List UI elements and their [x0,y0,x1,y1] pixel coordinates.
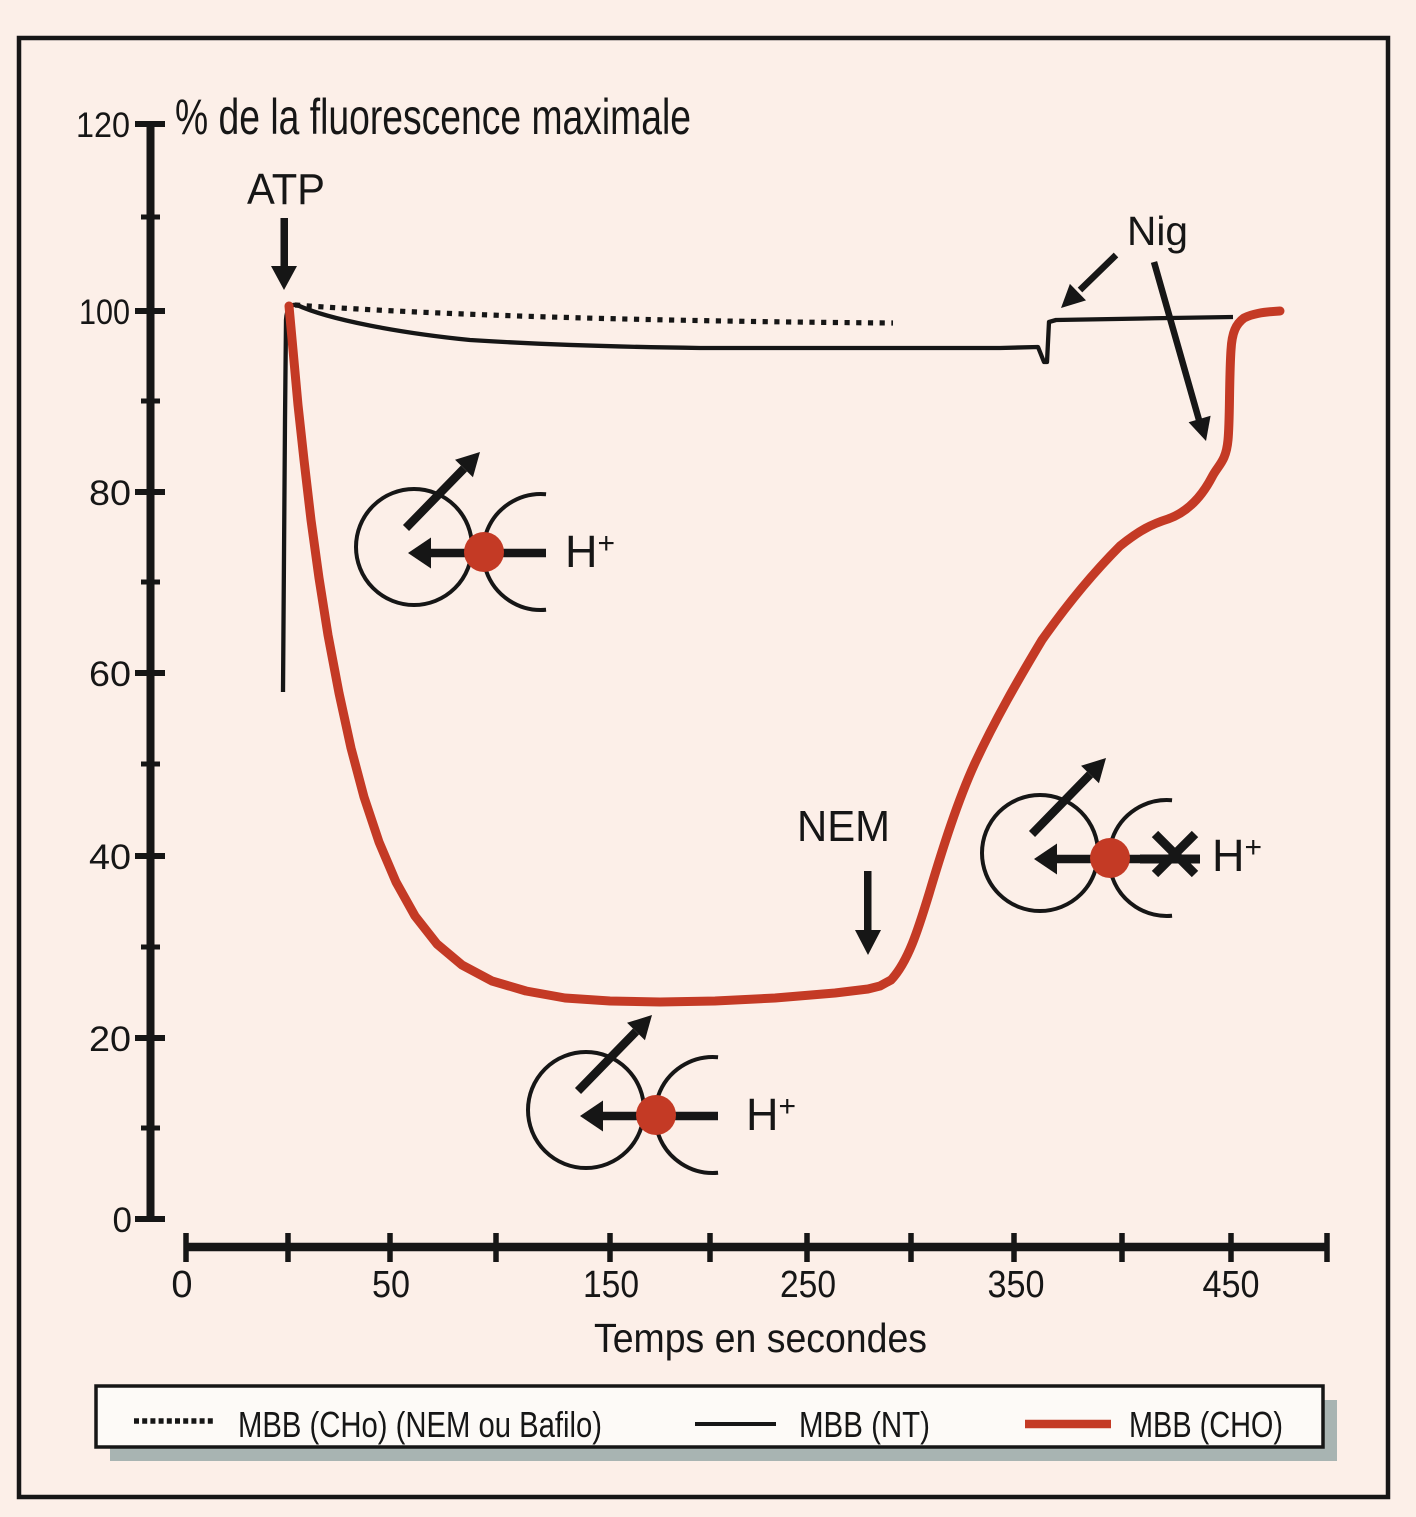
svg-text:MBB (CHo) (NEM ou Bafilo): MBB (CHo) (NEM ou Bafilo) [238,1404,602,1445]
svg-text:% de la fluorescence maximale: % de la fluorescence maximale [175,89,691,145]
svg-text:20: 20 [89,1020,131,1059]
svg-text:60: 60 [89,655,131,694]
svg-text:120: 120 [76,106,130,145]
svg-text:50: 50 [372,1264,410,1306]
svg-text:Nig: Nig [1127,208,1188,254]
svg-text:ATP: ATP [247,165,325,214]
svg-text:MBB (CHO): MBB (CHO) [1129,1404,1283,1445]
svg-text:NEM: NEM [797,802,890,851]
svg-text:450: 450 [1203,1264,1260,1306]
svg-text:40: 40 [89,838,131,877]
svg-text:MBB (NT): MBB (NT) [799,1404,930,1445]
svg-text:80: 80 [89,474,131,513]
svg-text:H+: H+ [565,526,615,577]
svg-text:0: 0 [171,1264,192,1306]
svg-text:0: 0 [113,1201,132,1240]
svg-text:Temps en secondes: Temps en secondes [594,1315,927,1361]
svg-text:100: 100 [79,293,130,332]
svg-text:350: 350 [988,1264,1045,1306]
svg-text:150: 150 [583,1264,639,1306]
svg-text:250: 250 [780,1264,836,1306]
